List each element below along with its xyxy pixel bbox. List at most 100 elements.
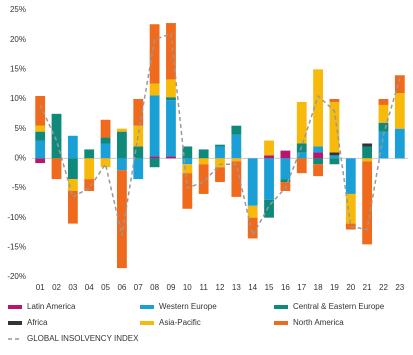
bar-segment	[149, 158, 160, 168]
bar-segment	[394, 75, 405, 94]
bar-segment	[345, 158, 356, 194]
y-tick-label: -5%	[12, 183, 26, 192]
x-tick-label: 11	[199, 283, 208, 292]
x-tick-label: 20	[346, 283, 355, 292]
bar-segment	[362, 146, 373, 159]
x-tick-label: 02	[52, 283, 61, 292]
bar-segment	[394, 128, 405, 159]
bar-segment	[362, 158, 373, 162]
bar-segment	[51, 113, 62, 159]
bar-segment	[313, 152, 323, 159]
bar-segment	[198, 164, 209, 194]
bar-segment	[100, 137, 111, 144]
bar-segment	[67, 135, 78, 159]
bar-segment	[345, 193, 356, 224]
bar-segment	[296, 101, 307, 144]
x-tick-label: 08	[150, 283, 159, 292]
x-tick-label: 17	[297, 283, 306, 292]
bar-segment	[264, 140, 274, 156]
bar-segment	[378, 131, 389, 159]
index-line	[39, 32, 401, 238]
bar-segment	[117, 131, 127, 159]
bar-segment	[182, 164, 193, 174]
bar-segment	[215, 146, 225, 159]
bar-segment	[84, 149, 95, 159]
bar-segment	[35, 131, 46, 141]
bar-segment	[313, 146, 323, 153]
bar-segment	[35, 96, 46, 126]
legend-label: Latin America	[27, 302, 76, 311]
bar-segment	[280, 179, 291, 183]
bar-segment	[166, 156, 176, 159]
bar-segment	[149, 95, 160, 157]
bar-segment	[378, 104, 389, 123]
x-tick-label: 13	[232, 283, 241, 292]
bar-segment	[198, 149, 209, 159]
x-tick-label: 03	[68, 283, 77, 292]
y-tick-label: -10%	[7, 213, 26, 222]
bar-segment	[313, 69, 323, 147]
bar-segment	[166, 23, 176, 80]
legend-label: Central & Eastern Europe	[293, 302, 385, 311]
y-tick-label: 20%	[10, 35, 26, 44]
legend-label: Asia-Pacific	[159, 318, 201, 327]
x-tick-label: 12	[216, 283, 225, 292]
bar-segment	[67, 158, 78, 180]
x-tick-label: 07	[134, 283, 143, 292]
x-tick-label: 18	[314, 283, 323, 292]
x-tick-label: 19	[330, 283, 339, 292]
bar-segment	[362, 161, 373, 245]
bar-segment	[378, 122, 389, 132]
bar-segment	[264, 199, 274, 218]
bar-segment	[67, 179, 78, 191]
bar-segment	[247, 205, 258, 218]
x-tick-label: 16	[281, 283, 290, 292]
x-tick-label: 21	[363, 283, 372, 292]
bar-segment	[133, 146, 144, 159]
y-tick-label: -20%	[7, 272, 26, 281]
bar-segment	[35, 140, 46, 159]
x-tick-label: 06	[117, 283, 126, 292]
bar-segment	[296, 158, 307, 174]
x-tick-label: 05	[101, 283, 110, 292]
bar-segment	[264, 155, 274, 159]
bar-segment	[231, 161, 242, 197]
bar-segment	[84, 158, 95, 180]
bar-segment	[329, 99, 340, 102]
bar-segment	[329, 152, 340, 156]
bar-segment	[231, 158, 242, 162]
bar-segment	[117, 158, 127, 171]
bar-segment	[378, 99, 389, 105]
bar-segment	[313, 164, 323, 177]
x-tick-label: 09	[167, 283, 176, 292]
bar-segment	[182, 158, 193, 165]
y-tick-label: -15%	[7, 242, 26, 251]
bar-segment	[247, 217, 258, 239]
bar-segment	[362, 143, 373, 147]
bar-segment	[215, 144, 225, 147]
bar-segment	[51, 158, 62, 180]
x-tick-label: 14	[248, 283, 257, 292]
bar-segment	[280, 150, 291, 159]
bar-segment	[313, 158, 323, 165]
bar-segment	[231, 125, 242, 135]
bar-segment	[133, 125, 144, 147]
x-tick-label: 04	[85, 283, 94, 292]
y-tick-label: 5%	[14, 124, 26, 133]
y-tick-label: 15%	[10, 64, 26, 73]
x-tick-label: 23	[395, 283, 404, 292]
y-tick-label: 0%	[14, 153, 26, 162]
bar-segment	[329, 158, 340, 165]
bar-segment	[166, 79, 176, 98]
x-tick-label: 01	[36, 283, 45, 292]
bar-segment	[215, 167, 225, 183]
bar-segment	[100, 143, 111, 159]
bar-segment	[394, 93, 405, 129]
bar-segment	[67, 190, 78, 224]
bar-segment	[166, 100, 176, 157]
legend-label: Africa	[27, 318, 48, 327]
bar-segment	[264, 158, 274, 200]
bar-segment	[149, 83, 160, 96]
legend-label: GLOBAL INSOLVENCY INDEX	[27, 334, 139, 343]
